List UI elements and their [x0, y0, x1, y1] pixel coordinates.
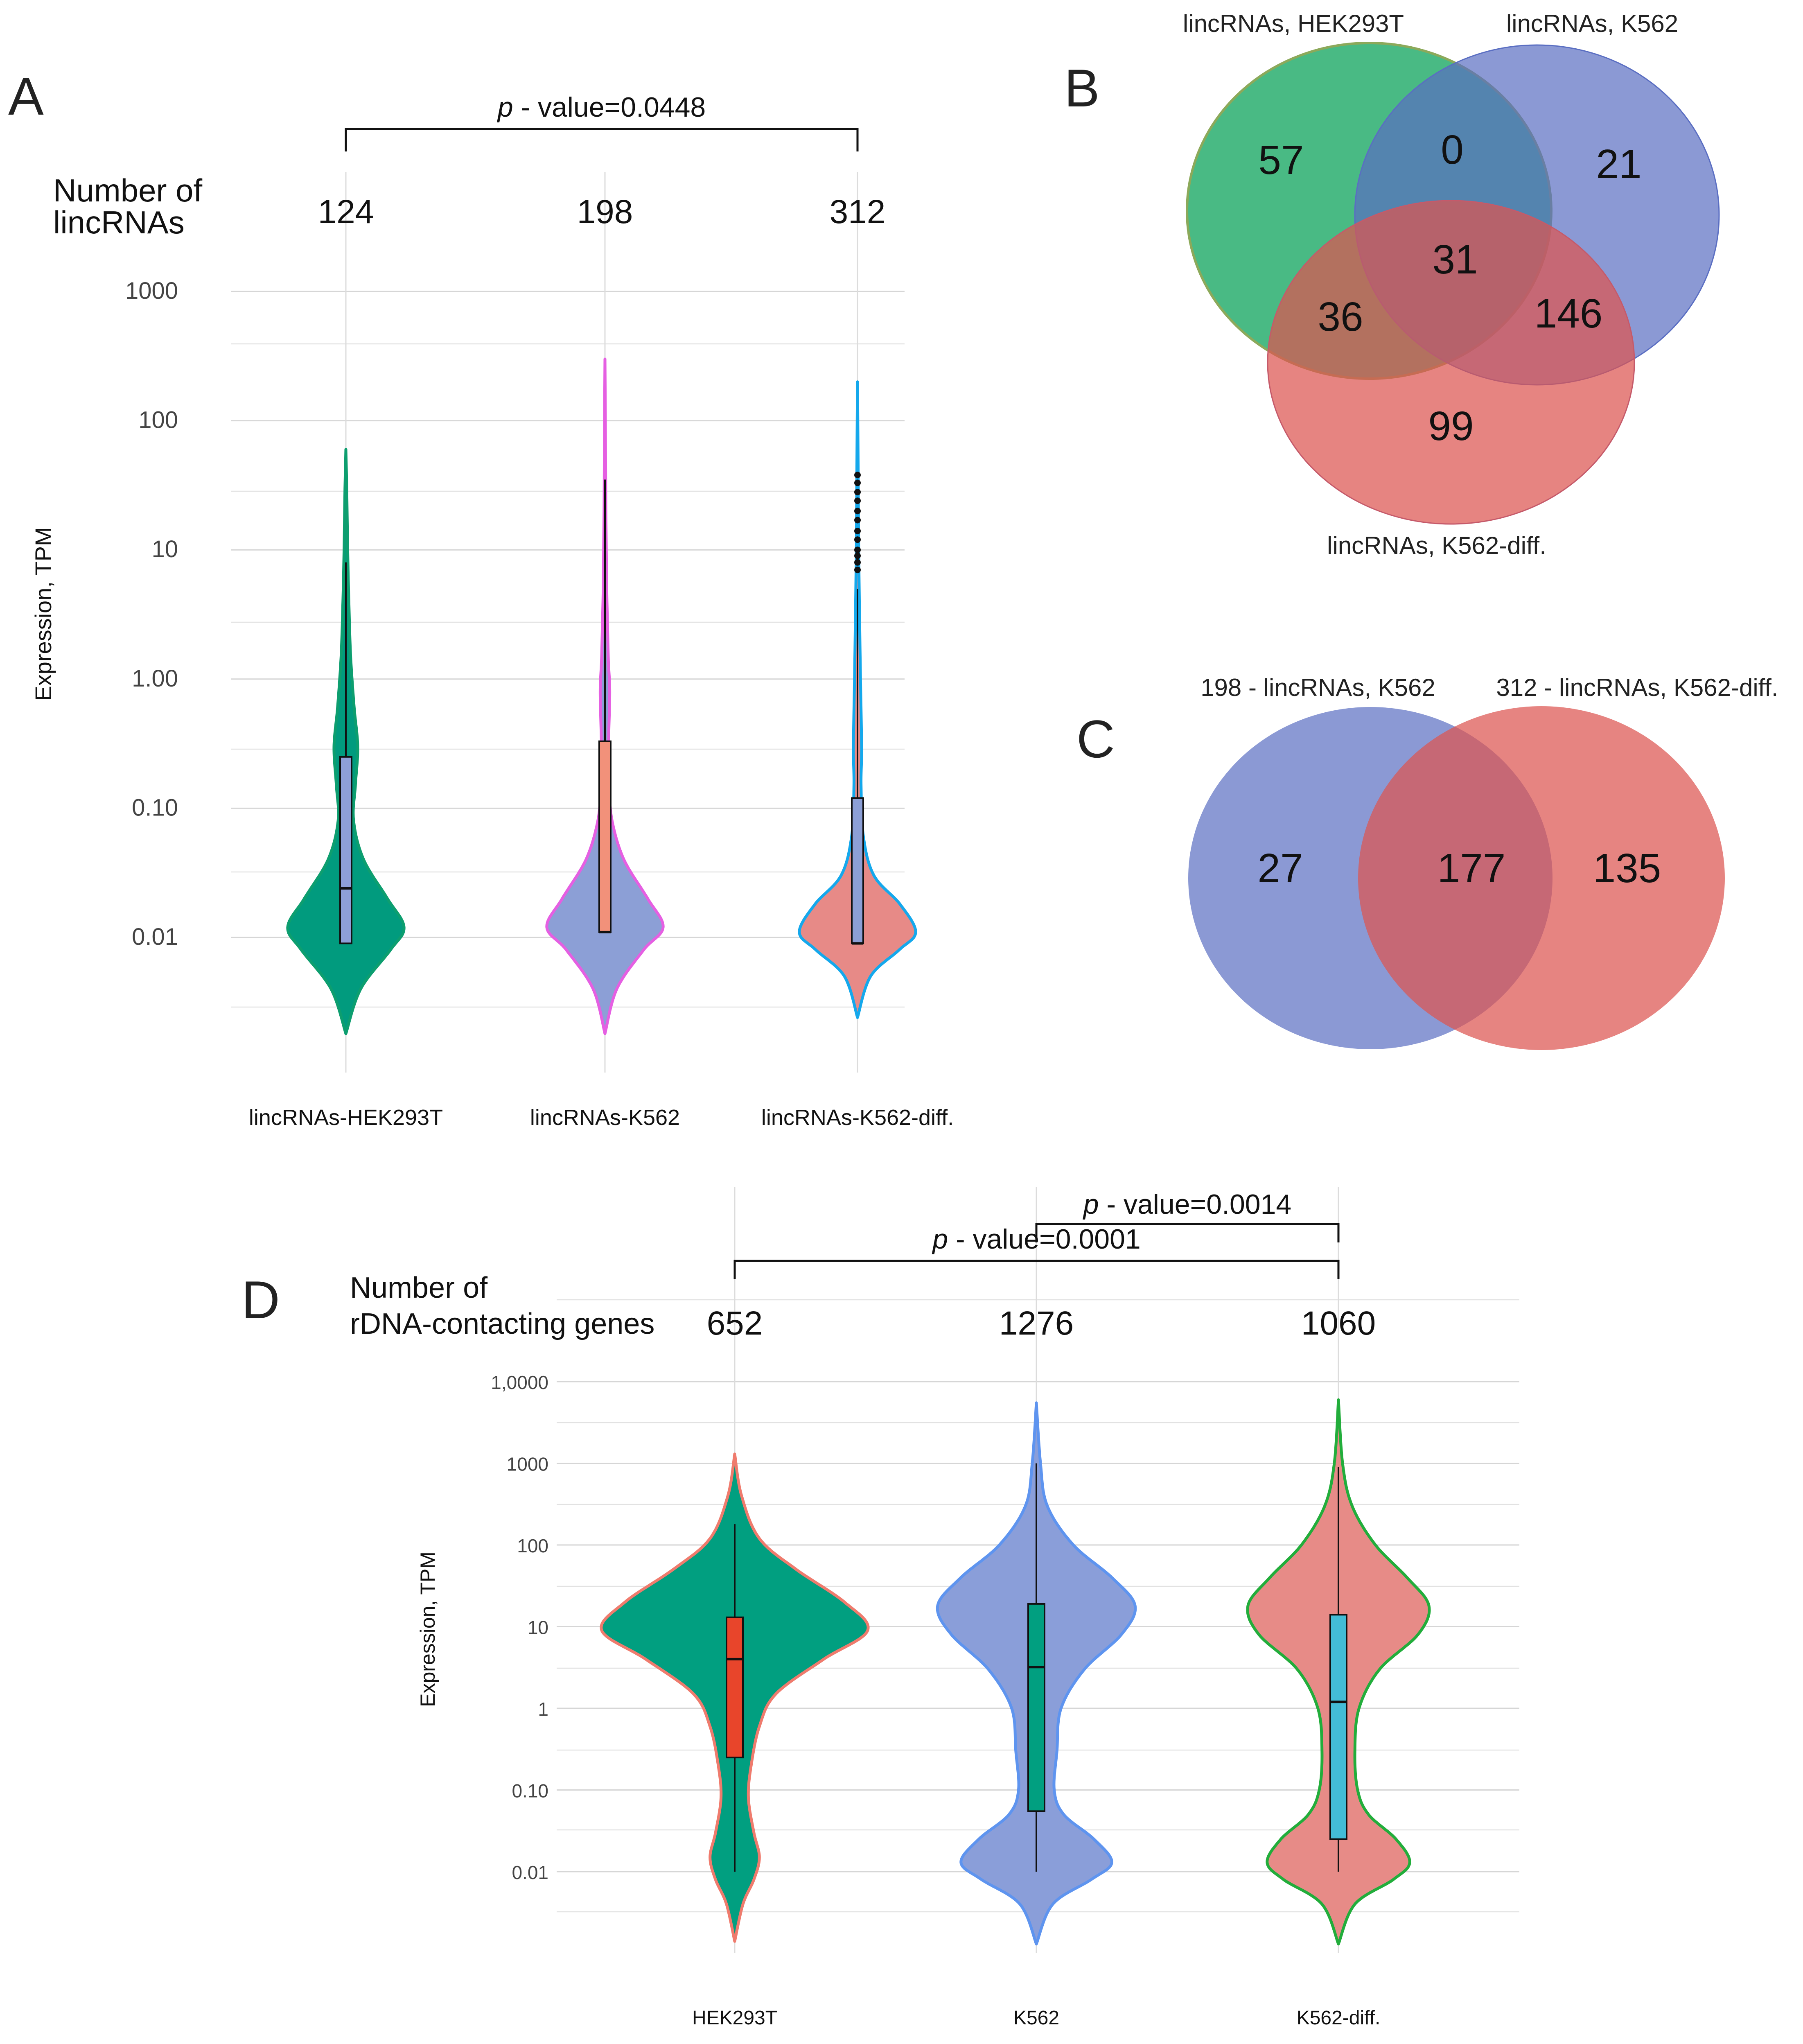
a-outlier-lincrnas-k562-diff-4 [854, 536, 861, 543]
d-bracket-1 [1035, 1223, 1340, 1242]
a-y-tick-1-00: 1.00 [132, 665, 178, 692]
venn-b-only-diff: 99 [1428, 403, 1474, 449]
d-y-tick-0-01: 0.01 [512, 1862, 548, 1883]
d-counts: 652 1276 1060 [707, 1305, 1376, 1342]
a-pvalue-symbol-0: p [497, 92, 513, 123]
a-outlier-lincrnas-k562-diff-3 [854, 547, 861, 553]
a-x-label-lincrnas-hek293t: lincRNAs-HEK293T [249, 1105, 443, 1130]
chart-a: 0.01 0.10 1.00 10 100 1000 124 198 312 lincRNAs… [30, 92, 954, 1130]
a-pvalue-text-0: p - value=0.0448 [497, 92, 706, 123]
d-y-tick-100: 100 [517, 1535, 548, 1556]
venn-c-label-k562-diff: 312 - lincRNAs, K562-diff. [1496, 674, 1778, 701]
a-y-ticks: 0.01 0.10 1.00 10 100 1000 [125, 278, 178, 950]
venn-b-all: 31 [1432, 237, 1478, 282]
d-pvalue-value-1: - value=0.0014 [1099, 1189, 1292, 1220]
a-title-line-1: Number of [53, 172, 202, 208]
panel-letter-d: D [241, 1270, 280, 1330]
a-outlier-lincrnas-k562-diff-5 [854, 528, 861, 535]
a-outlier-lincrnas-k562-diff-10 [854, 479, 861, 486]
a-violins [286, 357, 917, 1035]
venn-b-label-k562-diff: lincRNAs, K562-diff. [1327, 532, 1546, 559]
venn-c: 198 - lincRNAs, K562 312 - lincRNAs, K56… [1188, 674, 1778, 1050]
venn-b-set-k562-diff [1267, 200, 1635, 525]
d-pvalue-value-0: - value=0.0001 [948, 1224, 1141, 1255]
d-y-tick-0-10: 0.10 [512, 1780, 548, 1802]
d-box-k562-diff [1329, 1614, 1347, 1840]
a-outlier-lincrnas-k562-diff-9 [854, 489, 861, 496]
venn-b-hek-k562: 0 [1441, 127, 1464, 173]
a-y-tick-100: 100 [138, 407, 178, 434]
a-y-tick-10: 10 [151, 536, 178, 562]
d-pvalue-text-1: p - value=0.0014 [1083, 1189, 1292, 1220]
d-x-label-k562-diff: K562-diff. [1297, 2007, 1381, 2029]
a-x-label-lincrnas-k562: lincRNAs-K562 [530, 1105, 680, 1130]
d-y-tick-1000: 1000 [507, 1454, 548, 1475]
a-y-tick-1000: 1000 [125, 278, 178, 304]
a-counts: 124 198 312 [318, 193, 886, 230]
a-x-label-lincrnas-k562-diff: lincRNAs-K562-diff. [761, 1105, 954, 1130]
d-x-label-hek293t: HEK293T [692, 2007, 777, 2029]
d-count-1: 1276 [999, 1305, 1074, 1342]
d-violins [600, 1398, 1431, 1946]
d-pvalue-symbol-0: p [932, 1224, 948, 1255]
venn-c-label-k562: 198 - lincRNAs, K562 [1200, 674, 1435, 701]
panel-letter-a: A [8, 66, 44, 126]
a-y-tick-0-10: 0.10 [132, 794, 178, 821]
a-box-lincrnas-k562-diff [851, 797, 864, 944]
venn-b-hek-diff: 36 [1318, 294, 1363, 340]
d-x-label-k562: K562 [1013, 2007, 1059, 2029]
d-count-2: 1060 [1301, 1305, 1376, 1342]
chart-d: 0.01 0.10 1 10 100 1000 1,0000 652 1276 1060 HEK… [350, 1187, 1519, 2029]
a-pvalue-bracket: p - value=0.0448 [345, 92, 859, 151]
a-outlier-lincrnas-k562-diff-8 [854, 497, 861, 504]
a-x-categories: lincRNAs-HEK293T lincRNAs-K562 lincRNAs-K5… [249, 1105, 954, 1130]
a-count-0: 124 [318, 193, 374, 230]
a-bracket-0 [345, 128, 859, 151]
a-y-axis-label: Expression, TPM [30, 527, 56, 701]
a-y-tick-0-01: 0.01 [132, 924, 178, 950]
a-outlier-lincrnas-k562-diff-1 [854, 559, 861, 566]
d-pvalue-symbol-1: p [1083, 1189, 1099, 1220]
venn-c-only-left: 27 [1257, 845, 1303, 891]
venn-b-label-k562: lincRNAs, K562 [1506, 10, 1678, 37]
a-pvalue-value-0: - value=0.0448 [513, 92, 706, 123]
a-box-lincrnas-k562 [598, 740, 612, 933]
venn-b-k562-diff: 146 [1534, 291, 1603, 337]
a-outlier-lincrnas-k562-diff-7 [854, 508, 861, 515]
venn-c-only-right: 135 [1593, 845, 1661, 891]
a-title-line-2: lincRNAs [53, 204, 185, 240]
d-y-ticks: 0.01 0.10 1 10 100 1000 1,0000 [491, 1372, 548, 1883]
d-title-line-1: Number of [350, 1272, 488, 1304]
a-outlier-lincrnas-k562-diff-11 [854, 472, 861, 479]
d-title-line-2: rDNA-contacting genes [350, 1308, 654, 1340]
a-box-lincrnas-hek293t [339, 756, 352, 944]
venn-c-both: 177 [1437, 845, 1506, 891]
panel-letter-c: C [1076, 709, 1115, 769]
panel-letter-b: B [1064, 58, 1100, 118]
venn-b: lincRNAs, HEK293T lincRNAs, K562 lincRNA… [1183, 10, 1720, 559]
venn-b-only-k562: 21 [1596, 141, 1641, 187]
venn-b-label-hek293t: lincRNAs, HEK293T [1183, 10, 1404, 37]
d-y-tick-10: 10 [528, 1617, 548, 1638]
a-count-2: 312 [830, 193, 886, 230]
d-count-0: 652 [707, 1305, 763, 1342]
d-y-tick-1: 1 [538, 1698, 548, 1720]
venn-b-only-hek: 57 [1258, 137, 1304, 183]
a-outlier-lincrnas-k562-diff-0 [854, 567, 861, 574]
d-y-axis-label: Expression, TPM [416, 1552, 439, 1707]
venn-c-set-k562-diff [1358, 706, 1725, 1050]
d-bracket-0 [733, 1260, 1340, 1279]
d-box-hek293t [726, 1616, 744, 1759]
a-outlier-lincrnas-k562-diff-2 [854, 552, 861, 559]
d-x-categories: HEK293T K562 K562-diff. [692, 2007, 1380, 2029]
a-outlier-lincrnas-k562-diff-6 [854, 517, 861, 524]
d-box-k562 [1027, 1603, 1045, 1812]
d-pvalue-text-0: p - value=0.0001 [932, 1224, 1141, 1255]
d-y-tick-1-0000: 1,0000 [491, 1372, 548, 1393]
a-count-1: 198 [577, 193, 633, 230]
